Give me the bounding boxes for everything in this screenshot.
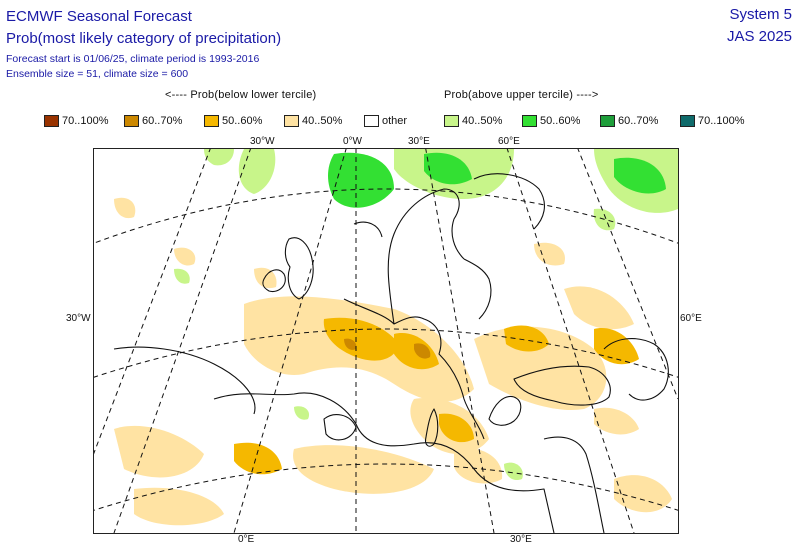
legend-swatch <box>44 115 59 127</box>
axis-label-top-0: 0°W <box>343 136 362 147</box>
legend-label: 60..70% <box>618 115 659 127</box>
below-tercile-patches <box>114 197 672 526</box>
axis-label-top-60e: 60°E <box>498 136 520 147</box>
above-tercile-patches <box>174 149 678 481</box>
legend-swatch <box>600 115 615 127</box>
legend-label: 40..50% <box>462 115 503 127</box>
legend-swatch <box>680 115 695 127</box>
chart-subtitle: Prob(most likely category of precipitati… <box>6 30 282 47</box>
legend-label: 50..60% <box>222 115 263 127</box>
legend-label: 70..100% <box>62 115 109 127</box>
legend-label: 50..60% <box>540 115 581 127</box>
axis-label-top-30e: 30°E <box>408 136 430 147</box>
axis-label-bottom-30e: 30°E <box>510 534 532 545</box>
legend-item: 60..70% <box>124 113 182 129</box>
graticule <box>94 149 678 533</box>
axis-label-bottom-0: 0°E <box>238 534 255 545</box>
legend-swatch <box>284 115 299 127</box>
axis-label-right-60e: 60°E <box>680 313 702 324</box>
legend-swatch <box>522 115 537 127</box>
legend-swatch <box>204 115 219 127</box>
map-canvas <box>94 149 678 533</box>
forecast-map <box>93 148 679 534</box>
axis-label-left-30w: 30°W <box>66 313 91 324</box>
legend-swatch <box>124 115 139 127</box>
below-tercile-label: <---- Prob(below lower tercile) <box>165 89 317 101</box>
legend-label: other <box>382 115 408 127</box>
legend-item: 50..60% <box>204 113 262 129</box>
season-label: JAS 2025 <box>726 28 792 45</box>
legend-label: 60..70% <box>142 115 183 127</box>
legend-item: 70..100% <box>44 113 108 129</box>
ensemble-size-info: Ensemble size = 51, climate size = 600 <box>6 68 189 80</box>
legend-label: 70..100% <box>698 115 745 127</box>
axis-label-top-30w: 30°W <box>250 136 275 147</box>
legend-item: 50..60% <box>522 113 580 129</box>
legend-item: 70..100% <box>680 113 744 129</box>
legend-item: other <box>364 113 407 129</box>
legend-swatch <box>444 115 459 127</box>
legend-item: 40..50% <box>444 113 502 129</box>
system-label: System 5 <box>729 6 792 23</box>
chart-title: ECMWF Seasonal Forecast <box>6 8 192 25</box>
legend-swatch <box>364 115 379 127</box>
above-tercile-label: Prob(above upper tercile) ----> <box>444 89 599 101</box>
forecast-start-info: Forecast start is 01/06/25, climate peri… <box>6 53 260 65</box>
coastlines <box>113 173 669 533</box>
legend-label: 40..50% <box>302 115 343 127</box>
legend-item: 60..70% <box>600 113 658 129</box>
legend-item: 40..50% <box>284 113 342 129</box>
